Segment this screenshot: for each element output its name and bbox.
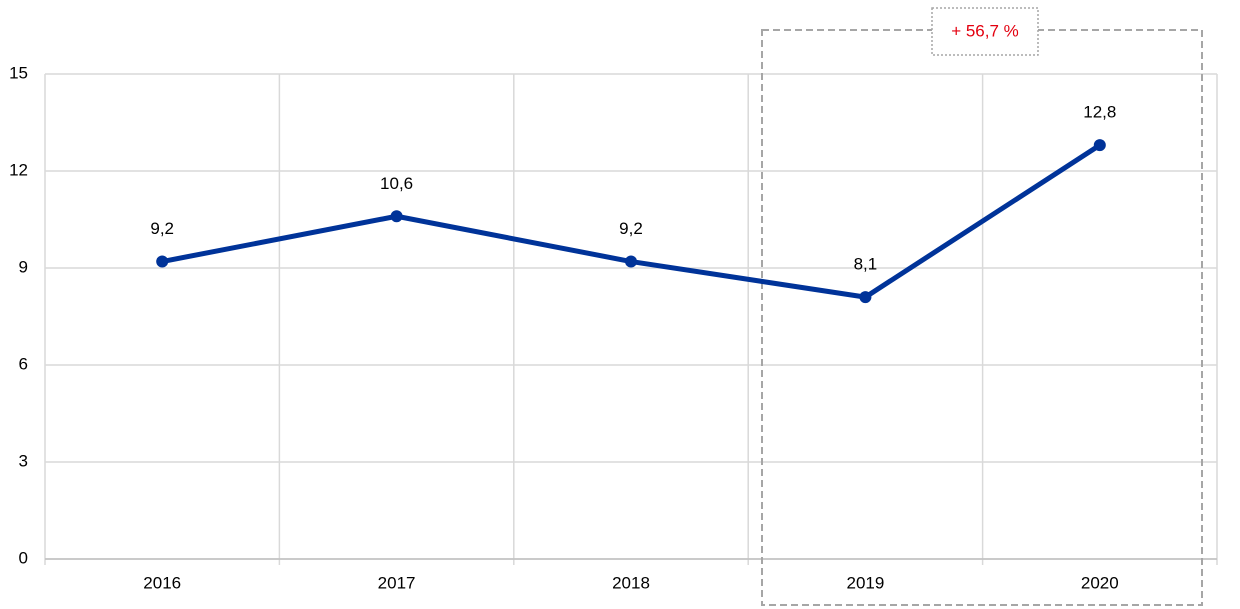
x-tick-label: 2020 [1081, 573, 1119, 592]
x-tick-label: 2018 [612, 573, 650, 592]
data-label: 10,6 [380, 174, 413, 193]
point [625, 255, 637, 268]
x-tick-label: 2017 [378, 573, 416, 592]
data-label: 8,1 [854, 255, 878, 274]
annotation-box [931, 7, 1039, 56]
data-label: 12,8 [1083, 103, 1116, 122]
point [156, 255, 169, 268]
y-tick-label: 9 [19, 257, 28, 276]
point [390, 210, 403, 223]
y-tick-label: 6 [19, 354, 28, 373]
y-tick-label: 0 [19, 548, 28, 567]
point [859, 291, 872, 304]
data-label: 9,2 [150, 219, 174, 238]
x-tick-label: 2016 [143, 573, 181, 592]
y-tick-label: 15 [9, 63, 28, 82]
y-tick-label: 3 [19, 451, 28, 470]
y-tick-label: 12 [9, 160, 28, 179]
annotation: + 56,7 % [951, 21, 1019, 40]
point [1093, 139, 1106, 152]
data-label: 9,2 [619, 219, 643, 238]
x-tick-label: 2019 [846, 573, 884, 592]
